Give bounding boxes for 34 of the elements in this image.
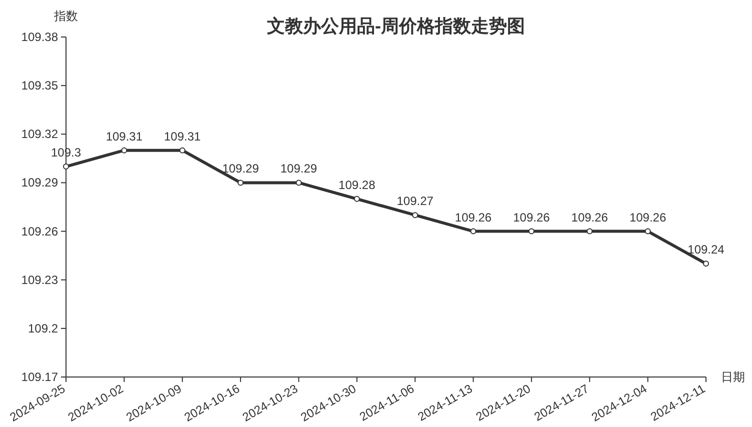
data-label: 109.26 — [571, 210, 608, 224]
y-tick-label: 109.29 — [21, 176, 58, 190]
x-axis-title: 日期 — [721, 370, 745, 384]
point — [528, 228, 534, 234]
point — [703, 260, 709, 267]
data-label: 109.28 — [338, 178, 376, 192]
chart-title: 文教办公用品-周价格指数走势图 — [266, 16, 525, 36]
point — [354, 196, 360, 202]
point — [296, 180, 302, 186]
point — [470, 228, 476, 234]
data-label: 109.31 — [164, 129, 202, 144]
data-label: 109.26 — [454, 210, 492, 224]
y-axis-title: 指数 — [53, 9, 78, 23]
data-label: 109.29 — [222, 162, 260, 176]
point — [63, 164, 69, 170]
data-label: 109.26 — [513, 210, 550, 224]
data-label: 109.29 — [280, 162, 318, 176]
point — [238, 180, 244, 186]
point — [644, 228, 651, 234]
y-tick-label: 109.2 — [28, 321, 58, 336]
y-tick-label: 109.35 — [21, 78, 58, 93]
point — [412, 212, 418, 218]
point — [179, 147, 186, 154]
y-tick-label: 109.23 — [21, 272, 58, 287]
y-tick-label: 109.38 — [21, 30, 58, 44]
data-label: 109.31 — [106, 129, 143, 144]
y-tick-label: 109.32 — [21, 127, 58, 142]
data-label: 109.26 — [629, 210, 666, 224]
data-label: 109.24 — [688, 242, 725, 257]
point — [586, 228, 593, 234]
point — [121, 147, 128, 154]
data-label: 109.27 — [396, 194, 434, 208]
y-tick-label: 109.26 — [21, 224, 58, 238]
y-tick-label: 109.17 — [21, 370, 58, 384]
